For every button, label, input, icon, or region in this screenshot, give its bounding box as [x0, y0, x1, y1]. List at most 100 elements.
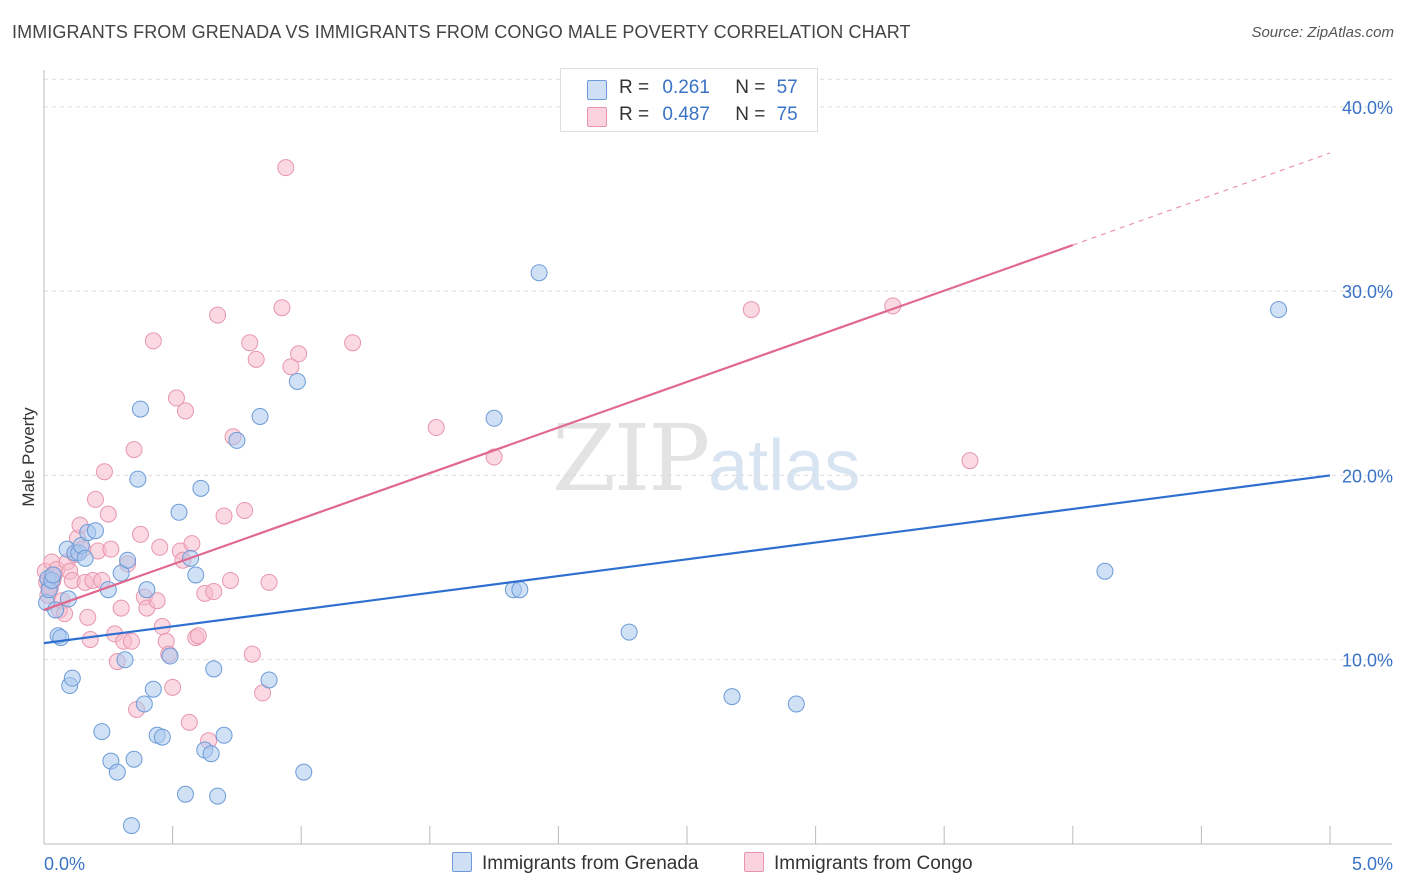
point-congo: [961, 452, 979, 470]
point-congo: [427, 419, 445, 437]
point-grenada: [288, 372, 306, 390]
bottom-legend-swatch-grenada: [452, 852, 472, 872]
point-grenada: [511, 581, 529, 599]
legend-swatch-grenada: [587, 80, 607, 100]
point-grenada: [47, 601, 65, 619]
y-axis-label: Male Poverty: [19, 407, 38, 507]
point-congo: [742, 301, 760, 319]
point-grenada: [485, 409, 503, 427]
point-grenada: [723, 688, 741, 706]
point-grenada: [530, 264, 548, 282]
point-grenada: [251, 407, 269, 425]
bottom-legend-grenada: Immigrants from Grenada: [452, 852, 698, 875]
trend-line-congo-extension: [1072, 152, 1331, 246]
point-grenada: [187, 566, 205, 584]
legend-n-label: N =: [735, 104, 766, 125]
y-tick-label: 30.0%: [1342, 282, 1393, 302]
point-grenada: [1270, 301, 1288, 319]
point-congo: [277, 159, 295, 177]
point-grenada: [1096, 562, 1114, 580]
point-congo: [151, 538, 169, 556]
tick-labels: 10.0% 20.0% 30.0% 40.0% 0.0% 5.0% Male Poverty: [19, 98, 1393, 874]
point-congo: [205, 583, 223, 601]
point-congo: [131, 525, 149, 543]
point-congo: [164, 678, 182, 696]
source-label: Source: ZipAtlas.com: [1251, 24, 1394, 41]
trend-line-congo: [43, 244, 1074, 611]
point-grenada: [93, 723, 111, 741]
point-congo: [260, 573, 278, 591]
point-grenada: [205, 660, 223, 678]
x-tick-label: 5.0%: [1352, 854, 1393, 874]
point-congo: [189, 627, 207, 645]
point-grenada: [135, 695, 153, 713]
point-congo: [148, 592, 166, 610]
bottom-legend-label-grenada: Immigrants from Grenada: [482, 853, 699, 874]
point-congo: [247, 350, 265, 368]
point-congo: [86, 490, 104, 508]
point-grenada: [209, 787, 227, 805]
point-congo: [241, 334, 259, 352]
point-congo: [79, 608, 97, 626]
point-grenada: [44, 566, 62, 584]
point-grenada: [63, 669, 81, 687]
point-congo: [144, 332, 162, 350]
point-grenada: [76, 549, 94, 567]
point-congo: [282, 358, 300, 376]
watermark-zip: ZIP: [552, 405, 710, 512]
point-congo: [81, 630, 99, 648]
y-tick-label: 40.0%: [1342, 98, 1393, 118]
bottom-legend-label-congo: Immigrants from Congo: [774, 853, 973, 874]
point-grenada: [144, 680, 162, 698]
point-grenada: [52, 629, 70, 647]
legend-n-value-congo: 75: [776, 104, 798, 125]
point-grenada: [153, 728, 171, 746]
watermark: ZIPatlas: [552, 405, 860, 512]
point-grenada: [108, 763, 126, 781]
axes: [43, 70, 1392, 845]
point-congo: [243, 645, 261, 663]
x-tick-label: 0.0%: [44, 854, 85, 874]
point-grenada: [228, 431, 246, 449]
point-grenada: [86, 522, 104, 540]
legend-r-value-grenada: 0.261: [662, 77, 710, 98]
point-congo: [176, 402, 194, 420]
point-grenada: [215, 726, 233, 744]
point-congo: [236, 501, 254, 519]
point-congo: [112, 599, 130, 617]
data-points: [36, 159, 1288, 835]
legend-r-label: R =: [619, 104, 650, 125]
legend-r-label: R =: [619, 77, 650, 98]
bottom-legend-swatch-congo: [744, 852, 764, 872]
point-congo: [215, 507, 233, 525]
trend-line-grenada: [43, 474, 1331, 645]
point-congo: [183, 535, 201, 553]
bottom-legend-congo: Immigrants from Congo: [744, 852, 973, 875]
point-grenada: [161, 647, 179, 665]
point-congo: [180, 713, 198, 731]
point-congo: [102, 540, 120, 558]
point-grenada: [122, 817, 140, 835]
point-congo: [290, 345, 308, 363]
point-grenada: [787, 695, 805, 713]
trend-lines: [43, 152, 1331, 645]
point-grenada: [260, 671, 278, 689]
legend-swatch-congo: [587, 107, 607, 127]
point-congo: [344, 334, 362, 352]
chart-title: IMMIGRANTS FROM GRENADA VS IMMIGRANTS FR…: [12, 22, 911, 42]
point-congo: [485, 448, 503, 466]
grid: [44, 78, 1392, 661]
point-congo: [209, 306, 227, 324]
point-grenada: [192, 479, 210, 497]
point-grenada: [176, 785, 194, 803]
point-congo: [125, 441, 143, 459]
point-congo: [273, 299, 291, 317]
point-grenada: [119, 551, 137, 569]
legend-n-label: N =: [735, 77, 766, 98]
point-grenada: [620, 623, 638, 641]
point-grenada: [202, 745, 220, 763]
point-grenada: [125, 750, 143, 768]
point-congo: [95, 463, 113, 481]
point-grenada: [295, 763, 313, 781]
